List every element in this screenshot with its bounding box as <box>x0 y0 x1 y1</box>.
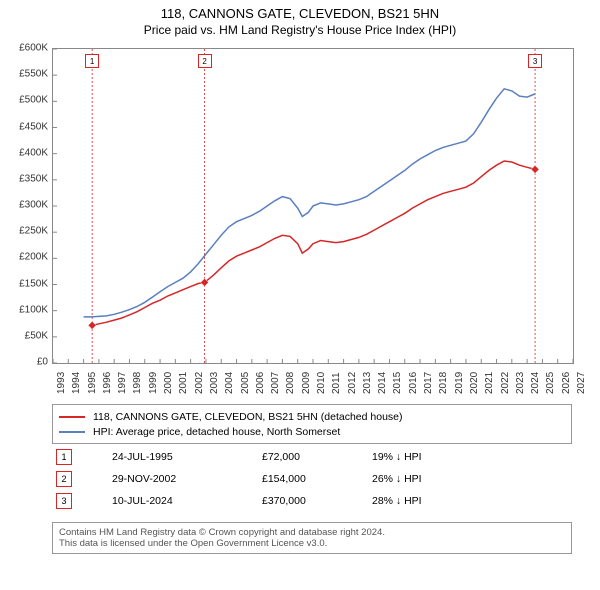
x-tick-label: 2019 <box>454 372 465 394</box>
x-tick-label: 2004 <box>224 372 235 394</box>
y-tick-label: £200K <box>0 252 48 263</box>
x-tick-label: 2018 <box>438 372 449 394</box>
x-tick-label: 2001 <box>178 372 189 394</box>
y-tick-label: £400K <box>0 147 48 158</box>
legend-box: 118, CANNONS GATE, CLEVEDON, BS21 5HN (d… <box>52 404 572 444</box>
legend-label: HPI: Average price, detached house, Nort… <box>93 426 340 438</box>
x-tick-label: 2016 <box>408 372 419 394</box>
x-tick-label: 2002 <box>194 372 205 394</box>
sales-row: 229-NOV-2002£154,00026% ↓ HPI <box>52 468 572 490</box>
x-tick-label: 1993 <box>56 372 67 394</box>
sales-row-date: 29-NOV-2002 <box>72 473 262 485</box>
x-tick-label: 2027 <box>576 372 587 394</box>
sales-row-num-box: 1 <box>56 449 72 465</box>
x-tick-label: 2013 <box>362 372 373 394</box>
y-tick-label: £300K <box>0 200 48 211</box>
y-tick-label: £50K <box>0 330 48 341</box>
x-tick-label: 1995 <box>87 372 98 394</box>
x-tick-label: 2000 <box>163 372 174 394</box>
y-tick-label: £0 <box>0 357 48 368</box>
sales-row-price: £370,000 <box>262 495 372 507</box>
legend-label: 118, CANNONS GATE, CLEVEDON, BS21 5HN (d… <box>93 411 403 423</box>
sales-row-price: £154,000 <box>262 473 372 485</box>
chart-plot-area: 1 2 3 <box>52 48 574 364</box>
y-tick-label: £450K <box>0 121 48 132</box>
titles: 118, CANNONS GATE, CLEVEDON, BS21 5HN Pr… <box>0 0 600 37</box>
sales-row-num-box: 2 <box>56 471 72 487</box>
x-tick-label: 1997 <box>117 372 128 394</box>
x-tick-label: 2022 <box>500 372 511 394</box>
x-tick-label: 2011 <box>331 372 342 394</box>
x-tick-label: 2024 <box>530 372 541 394</box>
x-tick-label: 2020 <box>469 372 480 394</box>
legend-swatch <box>59 416 85 418</box>
legend-swatch <box>59 431 85 433</box>
attribution-line-1: Contains HM Land Registry data © Crown c… <box>59 527 565 538</box>
chart-svg <box>53 49 573 363</box>
x-tick-label: 1994 <box>71 372 82 394</box>
attribution-line-2: This data is licensed under the Open Gov… <box>59 538 565 549</box>
y-tick-label: £100K <box>0 304 48 315</box>
legend-row: HPI: Average price, detached house, Nort… <box>59 424 565 439</box>
y-tick-label: £150K <box>0 278 48 289</box>
x-tick-label: 2007 <box>270 372 281 394</box>
y-tick-label: £350K <box>0 173 48 184</box>
sales-row-diff: 28% ↓ HPI <box>372 495 472 507</box>
x-tick-label: 2009 <box>301 372 312 394</box>
y-tick-label: £550K <box>0 69 48 80</box>
figure-root: 118, CANNONS GATE, CLEVEDON, BS21 5HN Pr… <box>0 0 600 590</box>
x-tick-label: 2008 <box>285 372 296 394</box>
x-tick-label: 2017 <box>423 372 434 394</box>
attribution-box: Contains HM Land Registry data © Crown c… <box>52 522 572 554</box>
x-tick-label: 2012 <box>347 372 358 394</box>
y-tick-label: £600K <box>0 43 48 54</box>
x-tick-label: 2005 <box>240 372 251 394</box>
sales-table: 124-JUL-1995£72,00019% ↓ HPI229-NOV-2002… <box>52 446 572 512</box>
title-address: 118, CANNONS GATE, CLEVEDON, BS21 5HN <box>0 6 600 21</box>
x-tick-label: 2021 <box>484 372 495 394</box>
x-tick-label: 2014 <box>377 372 388 394</box>
x-tick-label: 2006 <box>255 372 266 394</box>
sales-row-date: 24-JUL-1995 <box>72 451 262 463</box>
title-subtitle: Price paid vs. HM Land Registry's House … <box>0 23 600 37</box>
legend-row: 118, CANNONS GATE, CLEVEDON, BS21 5HN (d… <box>59 409 565 424</box>
x-tick-label: 1999 <box>148 372 159 394</box>
x-tick-label: 2025 <box>545 372 556 394</box>
chart-marker-2: 2 <box>198 54 212 68</box>
x-tick-label: 2003 <box>209 372 220 394</box>
x-tick-label: 1998 <box>132 372 143 394</box>
x-tick-label: 2026 <box>561 372 572 394</box>
sales-row-num-box: 3 <box>56 493 72 509</box>
sales-row-date: 10-JUL-2024 <box>72 495 262 507</box>
sales-row-diff: 26% ↓ HPI <box>372 473 472 485</box>
chart-marker-1: 1 <box>85 54 99 68</box>
x-tick-label: 1996 <box>102 372 113 394</box>
sales-row: 124-JUL-1995£72,00019% ↓ HPI <box>52 446 572 468</box>
sales-row: 310-JUL-2024£370,00028% ↓ HPI <box>52 490 572 512</box>
x-tick-label: 2015 <box>392 372 403 394</box>
sales-row-price: £72,000 <box>262 451 372 463</box>
y-tick-label: £250K <box>0 226 48 237</box>
y-tick-label: £500K <box>0 95 48 106</box>
chart-marker-3: 3 <box>528 54 542 68</box>
x-tick-label: 2023 <box>515 372 526 394</box>
x-tick-label: 2010 <box>316 372 327 394</box>
sales-row-diff: 19% ↓ HPI <box>372 451 472 463</box>
